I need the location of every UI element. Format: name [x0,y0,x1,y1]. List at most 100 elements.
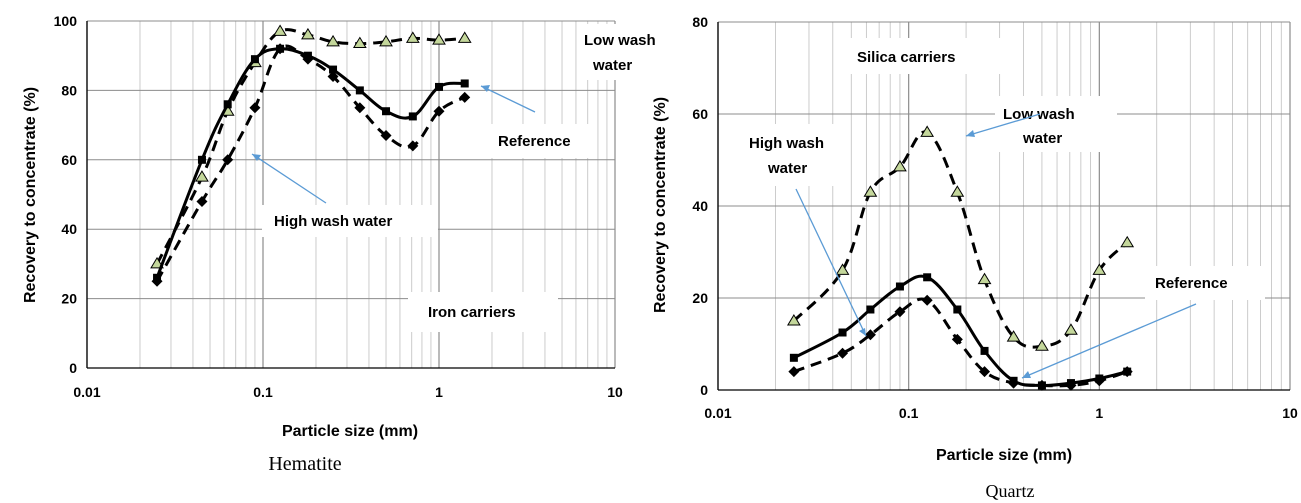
data-point-reference [460,79,469,88]
x-tick-label: 1 [435,384,443,400]
arrow-reference [480,85,536,113]
data-point-reference [223,100,232,109]
y-tick-label: 20 [61,291,77,307]
data-point-high-wash-water [151,275,163,287]
data-point-high-wash-water [302,53,314,65]
data-point-high-wash-water [196,195,208,207]
y-tick-label: 0 [69,360,77,376]
y-tick-label: 80 [692,14,708,30]
data-point-reference [953,305,962,314]
data-point-low-wash-water [835,263,850,275]
data-point-reference [382,107,391,116]
y-tick-label: 0 [700,382,708,398]
data-point-high-wash-water [274,43,286,55]
caption-quartz: Quartz [986,481,1035,501]
arrow-low-wash [965,113,1041,137]
data-point-low-wash-water [405,31,420,43]
annotation-box [262,205,438,237]
x-tick-label: 0.1 [253,384,273,400]
annotation-high-wash-line1: High wash [749,135,824,152]
y-tick-label: 100 [54,13,78,29]
data-point-low-wash-water [273,24,287,36]
data-point-reference [923,273,932,282]
data-point-high-wash-water [894,306,906,318]
annotation-box [842,38,1012,74]
x-tick-label: 1 [1095,405,1103,421]
data-point-low-wash-water [893,159,907,172]
data-point-low-wash-water [150,256,164,269]
data-point-high-wash-water [354,102,366,114]
data-point-high-wash-water [222,154,234,166]
quartz-annotations: Silica carriers Low wash water High wash… [738,38,1265,379]
quartz-axes: 0 20 40 60 80 0.01 0.1 1 10 Particle size (mm) Rec… [652,14,1298,464]
data-point-low-wash-water [920,125,935,137]
data-point-reference [355,86,364,95]
y-tick-label: 40 [692,198,708,214]
data-point-reference [329,65,338,74]
annotation-low-wash-line1: Low wash [584,32,656,49]
data-point-low-wash-water [1120,235,1135,248]
data-point-reference [980,346,989,355]
arrowhead [966,130,975,137]
annotation-box [1145,266,1265,300]
annotation-box [490,124,590,158]
y-tick-label: 20 [692,290,708,306]
hematite-axes: 0 20 40 60 80 100 0.01 0.1 1 10 Particle size (mm)… [22,13,623,440]
x-tick-label: 10 [1282,405,1298,421]
data-point-high-wash-water [1121,366,1133,378]
annotation-iron-carriers: Iron carriers [428,304,516,321]
data-point-low-wash-water [1035,339,1049,351]
arrow-reference [1021,303,1197,379]
data-point-low-wash-water [326,34,340,47]
data-point-high-wash-water [380,130,392,142]
data-point-low-wash-water [1092,263,1107,275]
y-axis-title: Recovery to concentrate (%) [22,87,39,303]
data-point-reference [250,55,259,64]
arrow-high-wash [795,188,867,337]
x-tick-label: 0.01 [704,405,731,421]
arrow-high-wash [251,153,327,204]
data-point-low-wash-water [301,27,315,40]
annotation-silica-carriers: Silica carriers [857,49,955,66]
data-point-reference [408,112,417,121]
arrowhead [481,85,490,92]
y-axis-title: Recovery to concentrate (%) [652,97,669,313]
x-tick-label: 0.01 [73,384,100,400]
y-tick-label: 60 [61,152,77,168]
x-axis-title: Particle size (mm) [936,447,1072,464]
data-point-high-wash-water [837,347,849,359]
data-point-reference [789,353,798,362]
annotation-box [408,292,558,332]
data-point-high-wash-water [1093,375,1105,387]
data-point-reference [435,82,443,91]
annotation-high-wash-line2: water [767,160,807,177]
quartz-series [786,125,1135,391]
data-point-reference [866,305,875,314]
x-axis-title: Particle size (mm) [282,423,418,440]
data-point-low-wash-water [863,185,878,197]
annotation-box [738,124,850,186]
data-point-high-wash-water [249,102,261,114]
data-point-high-wash-water [788,366,800,378]
data-point-low-wash-water [1006,330,1021,342]
annotation-box [578,24,640,80]
data-point-high-wash-water [327,71,339,83]
y-tick-label: 80 [61,82,77,98]
annotation-box [995,96,1117,152]
hematite-chart: 0 20 40 60 80 100 0.01 0.1 1 10 Particle size (mm)… [22,13,656,475]
data-point-low-wash-water [786,314,801,326]
x-tick-label: 0.1 [899,405,919,421]
data-point-high-wash-water [979,366,991,378]
hematite-series [150,24,472,287]
data-point-high-wash-water [1008,377,1020,389]
data-point-high-wash-water [433,105,445,117]
quartz-chart: 0 20 40 60 80 0.01 0.1 1 10 Particle size (mm) Rec… [652,14,1298,501]
arrowhead [1022,371,1031,378]
data-point-high-wash-water [1036,379,1048,391]
data-point-reference [838,328,847,337]
data-point-high-wash-water [951,333,963,345]
annotation-low-wash-line2: water [592,57,632,74]
data-point-high-wash-water [921,294,933,306]
data-point-high-wash-water [1065,379,1077,391]
